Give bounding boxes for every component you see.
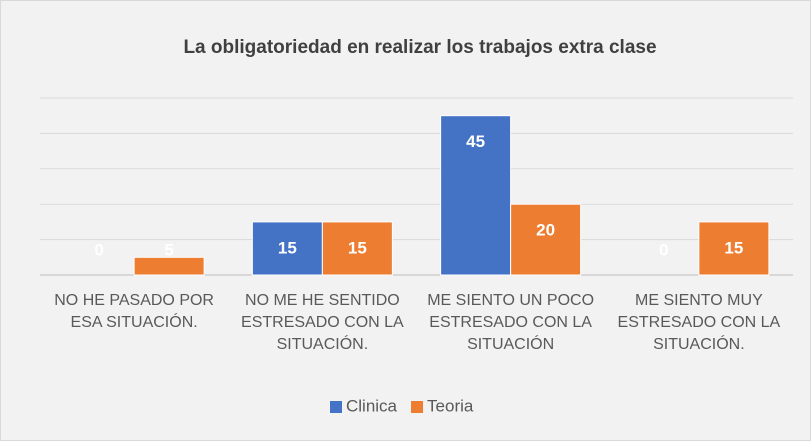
bar	[133, 256, 205, 276]
bar	[698, 221, 770, 276]
data-label: 0	[94, 240, 103, 259]
legend-label: Teoria	[427, 396, 474, 415]
data-label: 0	[659, 240, 668, 259]
bar	[440, 115, 512, 276]
data-label: 15	[724, 238, 743, 257]
bar	[321, 221, 393, 276]
data-label: 45	[466, 132, 485, 151]
x-tick-label: NO HE PASADO POR ESA SITUACIÓN.	[54, 292, 214, 331]
bar	[510, 203, 582, 276]
data-label: 5	[164, 240, 173, 259]
legend-swatch	[330, 401, 342, 413]
data-label: 20	[536, 221, 555, 240]
x-tick-label: NO ME HE SENTIDO ESTRESADO CON LA SITUAC…	[241, 292, 404, 353]
chart-title: La obligatoriedad en realizar los trabaj…	[183, 37, 656, 58]
bar	[251, 221, 323, 276]
legend-swatch	[411, 401, 424, 413]
data-label: 15	[278, 238, 297, 257]
legend-label: Clinica	[346, 396, 398, 415]
data-label: 15	[348, 238, 367, 257]
x-tick-label: ME SIENTO MUY ESTRESADO CON LA SITUACIÓN…	[617, 292, 781, 353]
x-tick-label: ME SIENTO UN POCO ESTRESADO CON LA SITUA…	[427, 292, 595, 353]
